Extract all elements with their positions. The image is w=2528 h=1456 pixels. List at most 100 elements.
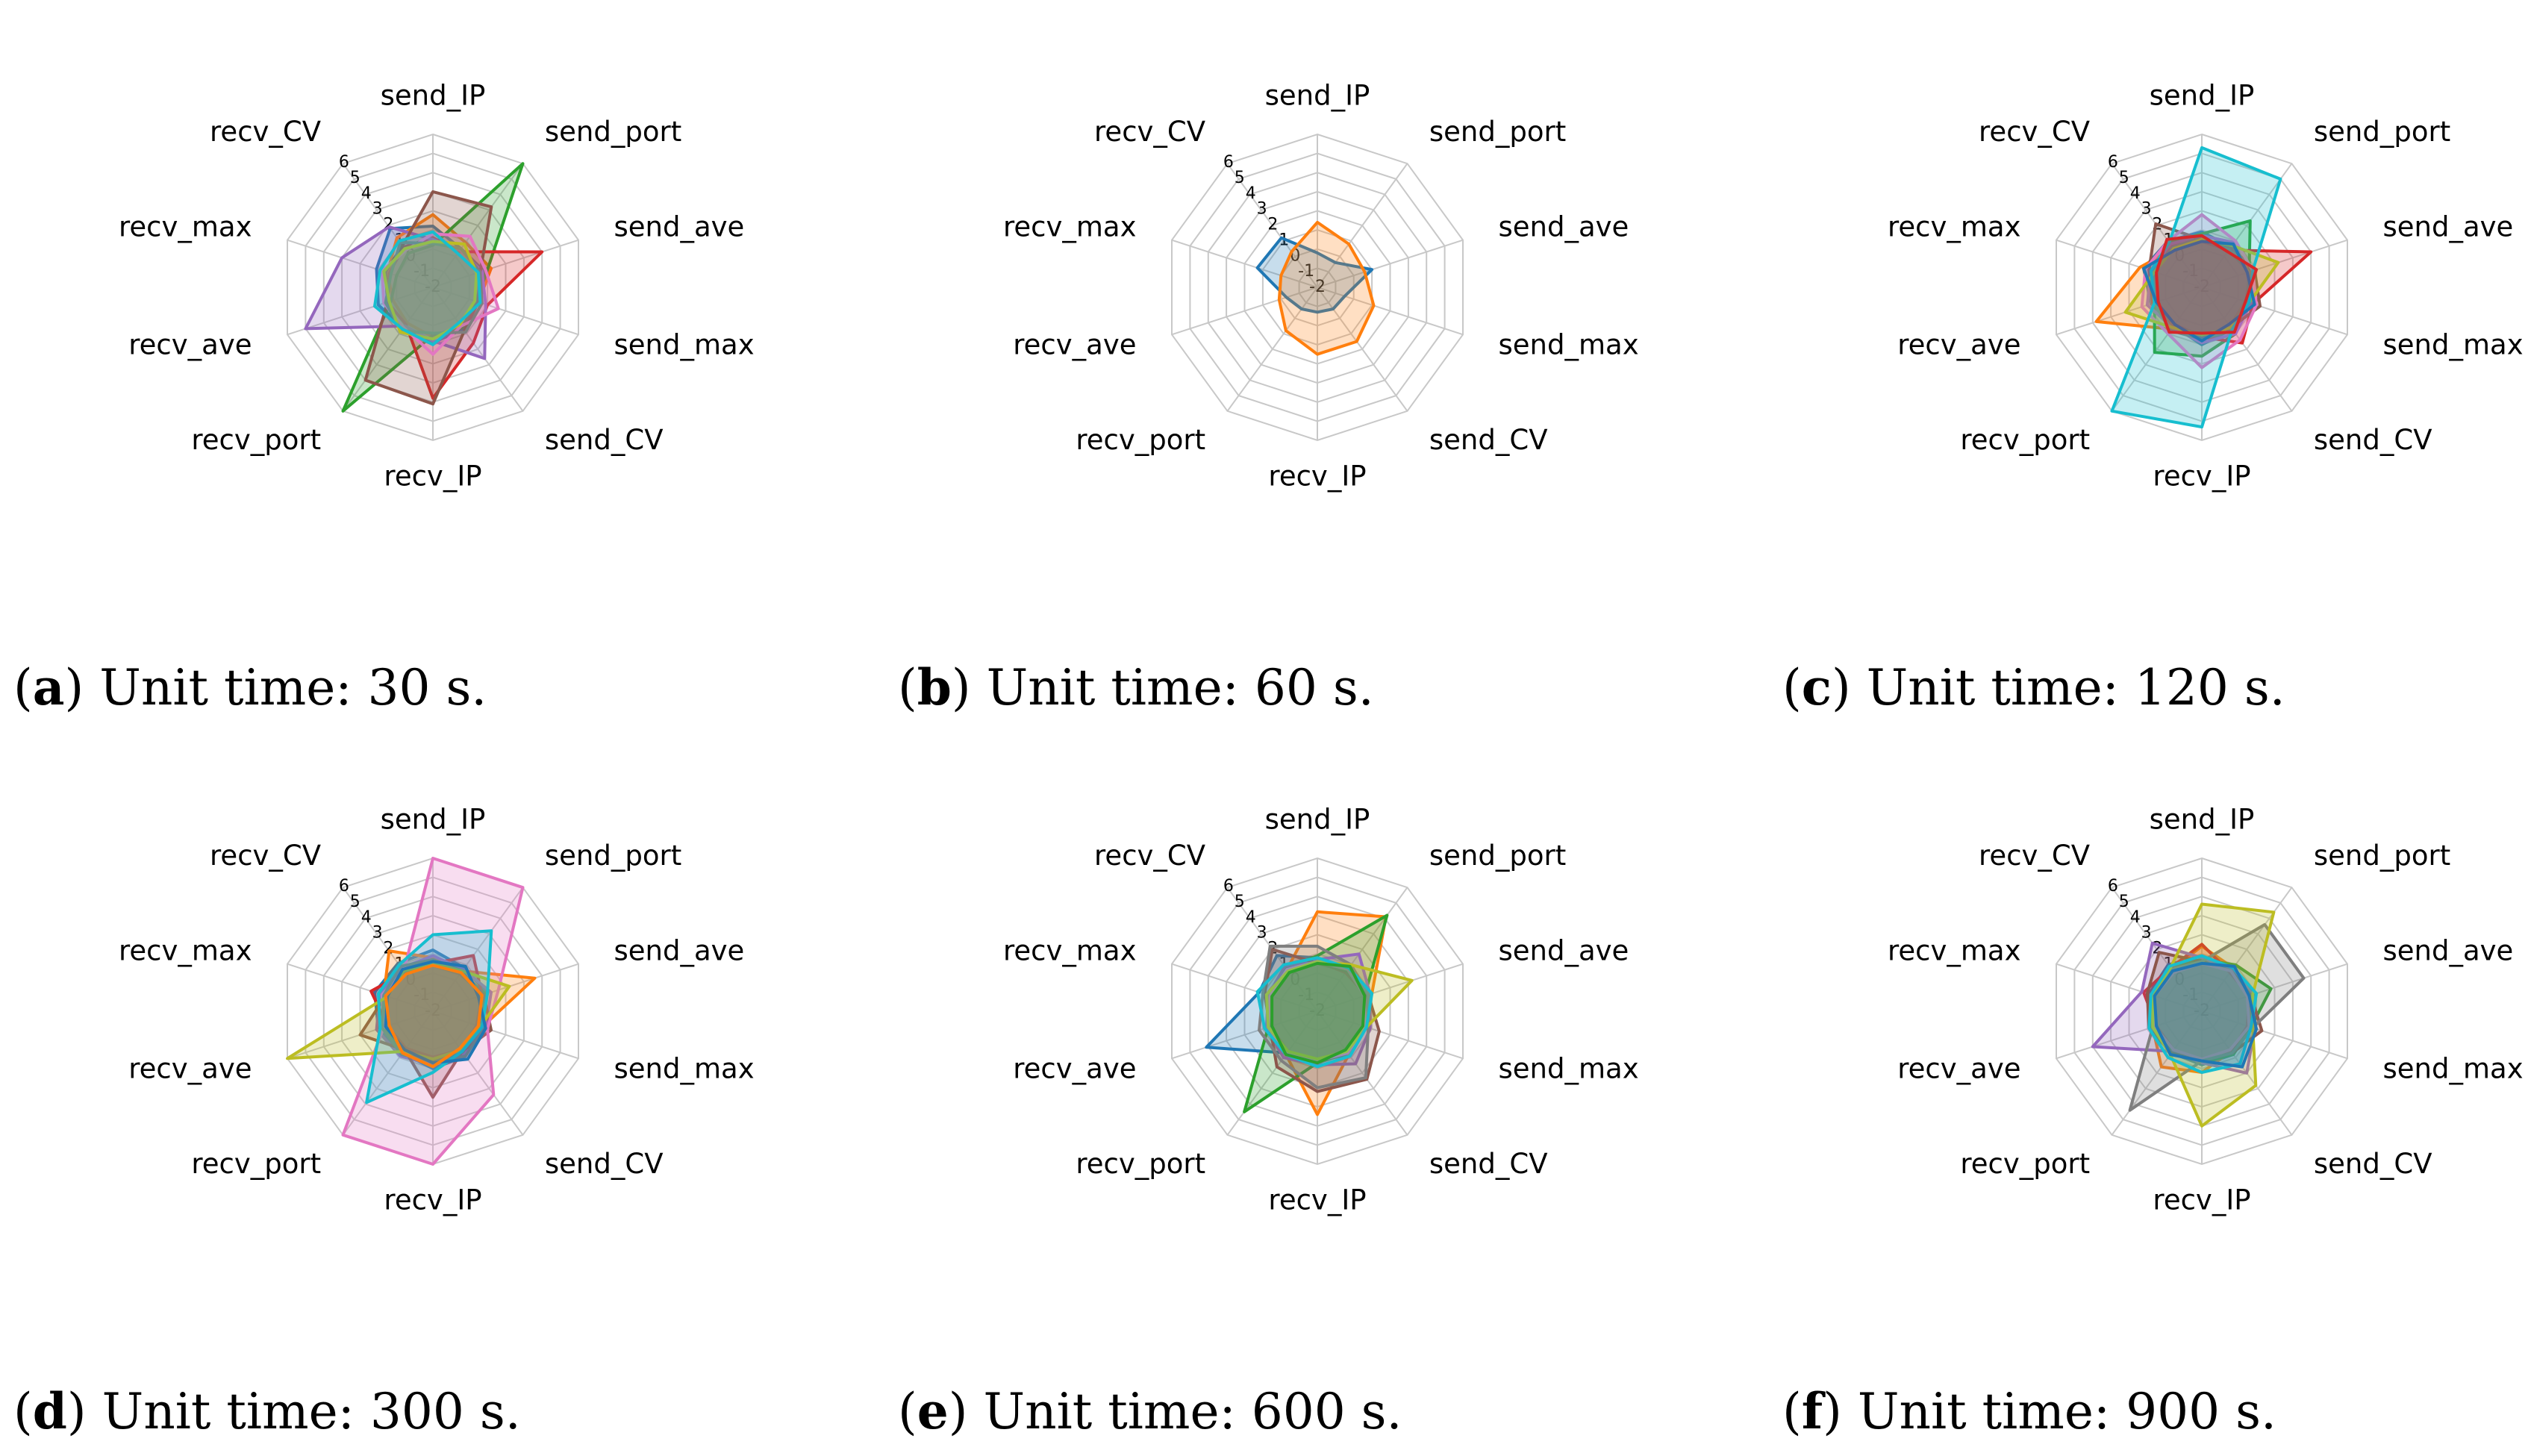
series-12-polygon (384, 963, 484, 1069)
series-3-polygon (341, 162, 525, 413)
grid-spoke (1171, 963, 1318, 1012)
axis-label-send-max: send_max (2383, 328, 2524, 360)
ring-tick-label: 3 (1257, 200, 1267, 219)
ring-tick-label: 6 (1223, 153, 1234, 172)
ring-tick-label: 0 (1290, 970, 1300, 989)
grid-spoke (1171, 1010, 1318, 1060)
axis-label-recv-ave: recv_ave (1897, 328, 2020, 360)
axis-label-send-ave: send_ave (614, 935, 745, 967)
grid-spoke (2056, 239, 2203, 288)
axis-label-send-IP: send_IP (1265, 804, 1370, 836)
ring-tick-label: 4 (361, 184, 372, 203)
axis-label-send-max: send_max (1499, 328, 1639, 360)
grid-spoke (287, 239, 434, 288)
radar-panel-f: -2-10123456send_IPsend_portsend_avesend_… (1888, 804, 2524, 1216)
axis-label-recv-CV: recv_CV (1979, 840, 2090, 872)
caption-e: (e) Unit time: 600 s. (898, 1382, 1402, 1440)
ring-tick-label: 0 (405, 970, 416, 989)
axis-label-send-max: send_max (614, 328, 755, 360)
grid-spoke (432, 163, 524, 288)
grid-spoke (1317, 1010, 1408, 1136)
axis-label-recv-CV: recv_CV (1094, 840, 1205, 872)
caption-c: (c) Unit time: 120 s. (1782, 658, 2285, 716)
grid-spoke (342, 287, 434, 412)
axis-label-recv-ave: recv_ave (1013, 328, 1136, 360)
grid-spoke (2056, 1010, 2203, 1060)
axis-label-recv-ave: recv_ave (1013, 1052, 1136, 1084)
axis-label-send-CV: send_CV (545, 424, 664, 456)
series-11-polygon (2153, 961, 2259, 1069)
series-12-polygon (2155, 234, 2259, 335)
grid-spoke (2111, 1010, 2203, 1136)
axis-label-recv-IP: recv_IP (1268, 1184, 1366, 1216)
axis-label-recv-CV: recv_CV (1094, 116, 1205, 148)
axis-label-recv-CV: recv_CV (210, 116, 321, 148)
ring-tick-label: 3 (372, 200, 383, 219)
grid-spoke (2201, 1010, 2348, 1060)
ring-tick-label: -2 (1309, 278, 1326, 296)
ring-tick-label: 4 (1246, 908, 1256, 927)
axis-label-send-IP: send_IP (2150, 804, 2255, 836)
axis-label-recv-IP: recv_IP (384, 1184, 481, 1216)
grid-spoke (2201, 287, 2293, 412)
grid-spoke (1171, 287, 1318, 336)
ring-tick-label: -1 (1298, 262, 1314, 281)
grid-spoke (2201, 963, 2348, 1012)
radar-panel-b: -2-10123456send_IPsend_portsend_avesend_… (1003, 80, 1639, 493)
grid-spoke (432, 1010, 579, 1060)
series-11-polygon (1270, 961, 1367, 1065)
grid-spoke (342, 887, 434, 1012)
series-10-polygon (373, 230, 482, 346)
ring-tick-label: 5 (1235, 169, 1245, 187)
ring-tick-label: -2 (2194, 1002, 2210, 1020)
ring-tick-label: 0 (2174, 246, 2185, 265)
axis-label-send-ave: send_ave (614, 211, 745, 243)
ring-tick-label: -1 (2182, 986, 2199, 1004)
axis-label-recv-CV: recv_CV (1979, 116, 2090, 148)
axis-label-send-max: send_max (1499, 1052, 1639, 1084)
series-10-polygon (1255, 956, 1374, 1069)
axis-label-recv-max: recv_max (1003, 935, 1137, 967)
ring-tick-label: -2 (425, 1002, 441, 1020)
axis-label-recv-port: recv_port (1960, 1148, 2090, 1180)
grid-spoke (2056, 963, 2203, 1012)
ring-tick-label: 5 (2119, 169, 2129, 187)
axis-label-send-max: send_max (614, 1052, 755, 1084)
grid-spoke (2056, 287, 2203, 336)
caption-a: (a) Unit time: 30 s. (13, 658, 487, 716)
grid-spoke (432, 287, 579, 336)
grid-spoke (1226, 1010, 1318, 1136)
ring-tick-label: 2 (1267, 216, 1278, 234)
grid-spoke (287, 287, 434, 336)
series-5-polygon (375, 954, 493, 1066)
axis-label-send-port: send_port (545, 116, 681, 148)
axis-label-send-IP: send_IP (2150, 80, 2255, 112)
series-9-polygon (1264, 960, 1414, 1061)
grid-spoke (287, 963, 434, 1012)
axis-label-send-IP: send_IP (1265, 80, 1370, 112)
axis-label-send-port: send_port (1429, 840, 1566, 872)
ring-tick-label: -2 (2194, 278, 2210, 296)
grid-spoke (1317, 163, 1408, 288)
grid-spoke (2201, 287, 2348, 336)
axis-label-recv-IP: recv_IP (2153, 460, 2250, 493)
grid-spoke (1226, 163, 1318, 288)
ring-tick-label: 2 (383, 940, 393, 958)
grid-spoke (342, 1010, 434, 1136)
ring-tick-label: 3 (1257, 924, 1267, 943)
ring-tick-label: 6 (1223, 877, 1234, 896)
axis-label-recv-port: recv_port (1076, 424, 1205, 456)
ring-tick-label: -1 (413, 262, 430, 281)
axis-label-send-port: send_port (1429, 116, 1566, 148)
ring-tick-label: 4 (361, 908, 372, 927)
axis-label-send-port: send_port (545, 840, 681, 872)
ring-tick-label: -1 (1298, 986, 1314, 1004)
grid-spoke (1171, 239, 1318, 288)
axis-label-recv-port: recv_port (1960, 424, 2090, 456)
ring-tick-label: 3 (2141, 200, 2152, 219)
axis-label-recv-IP: recv_IP (1268, 460, 1366, 493)
grid-spoke (432, 239, 579, 288)
grid-spoke (1317, 963, 1464, 1012)
axis-label-send-CV: send_CV (1429, 424, 1548, 456)
